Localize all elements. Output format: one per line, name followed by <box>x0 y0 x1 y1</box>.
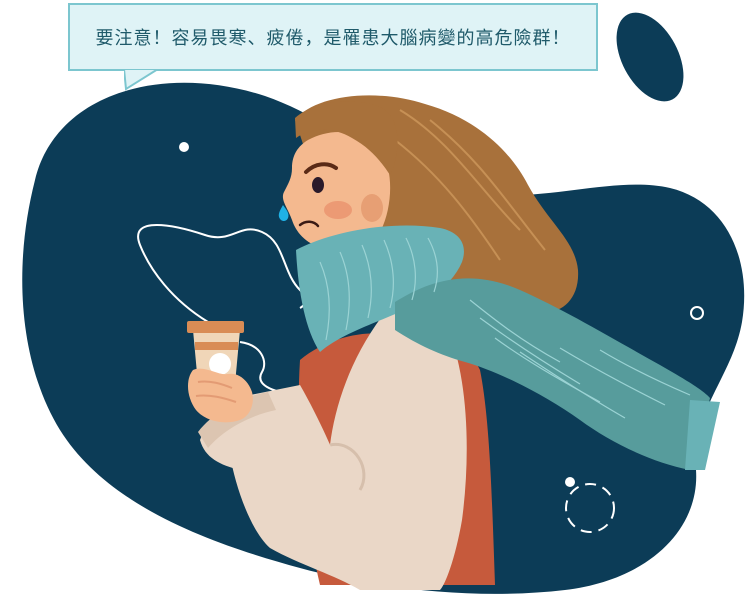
tear-drop <box>278 205 289 222</box>
backdrop-oval <box>616 12 684 102</box>
callout-text: 要注意！容易畏寒、疲倦，是罹患大腦病變的高危險群！ <box>95 28 571 49</box>
hand-finger <box>195 394 237 403</box>
decor-dashed-ring <box>565 483 615 533</box>
coffee-sleeve-band <box>195 342 238 350</box>
scarf-stripes <box>319 237 691 419</box>
coat-collar <box>329 443 366 491</box>
decor-ring <box>690 306 704 320</box>
cheek <box>324 201 352 219</box>
hair-strand <box>429 119 546 251</box>
decor-dashed-ring <box>538 138 578 178</box>
scarf-fringe <box>685 400 720 470</box>
scarf-wrap <box>296 225 464 352</box>
eye <box>312 177 324 193</box>
ear <box>361 194 383 222</box>
hand-finger <box>197 380 233 389</box>
decor-dot <box>179 142 189 152</box>
scarf-tail <box>395 278 710 470</box>
speech-bubble: 要注意！容易畏寒、疲倦，是罹患大腦病變的高危險群！ <box>68 3 598 71</box>
coffee-lid <box>187 321 244 333</box>
mouth <box>298 220 320 228</box>
coffee-logo <box>209 353 231 375</box>
hair-strand <box>394 139 501 261</box>
hair-bangs <box>295 101 398 175</box>
speech-bubble-tail <box>124 69 160 91</box>
eyebrow <box>304 162 338 174</box>
coat <box>230 300 467 590</box>
decor-dot <box>565 477 575 487</box>
hair-strand <box>399 109 521 231</box>
